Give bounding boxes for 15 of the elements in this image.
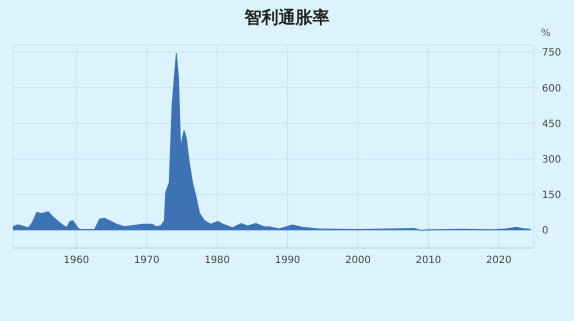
y-tick-label: 150 — [542, 190, 562, 202]
chart-title: 智利通胀率 — [243, 7, 330, 29]
x-tick-label: 1980 — [204, 255, 230, 266]
x-tick-label: 2020 — [486, 255, 512, 266]
y-axis-title: % — [541, 28, 551, 39]
y-tick-label: 300 — [542, 154, 562, 166]
x-tick-label: 1960 — [64, 255, 90, 266]
x-tick-label: 1990 — [274, 255, 300, 266]
x-tick-label: 1970 — [134, 255, 160, 266]
y-tick-label: 0 — [542, 226, 548, 237]
y-tick-label: 450 — [542, 118, 562, 130]
x-tick-label: 2010 — [416, 255, 442, 266]
y-tick-label: 750 — [542, 48, 562, 59]
x-tick-label: 2000 — [345, 255, 371, 266]
y-tick-label: 600 — [542, 83, 562, 94]
